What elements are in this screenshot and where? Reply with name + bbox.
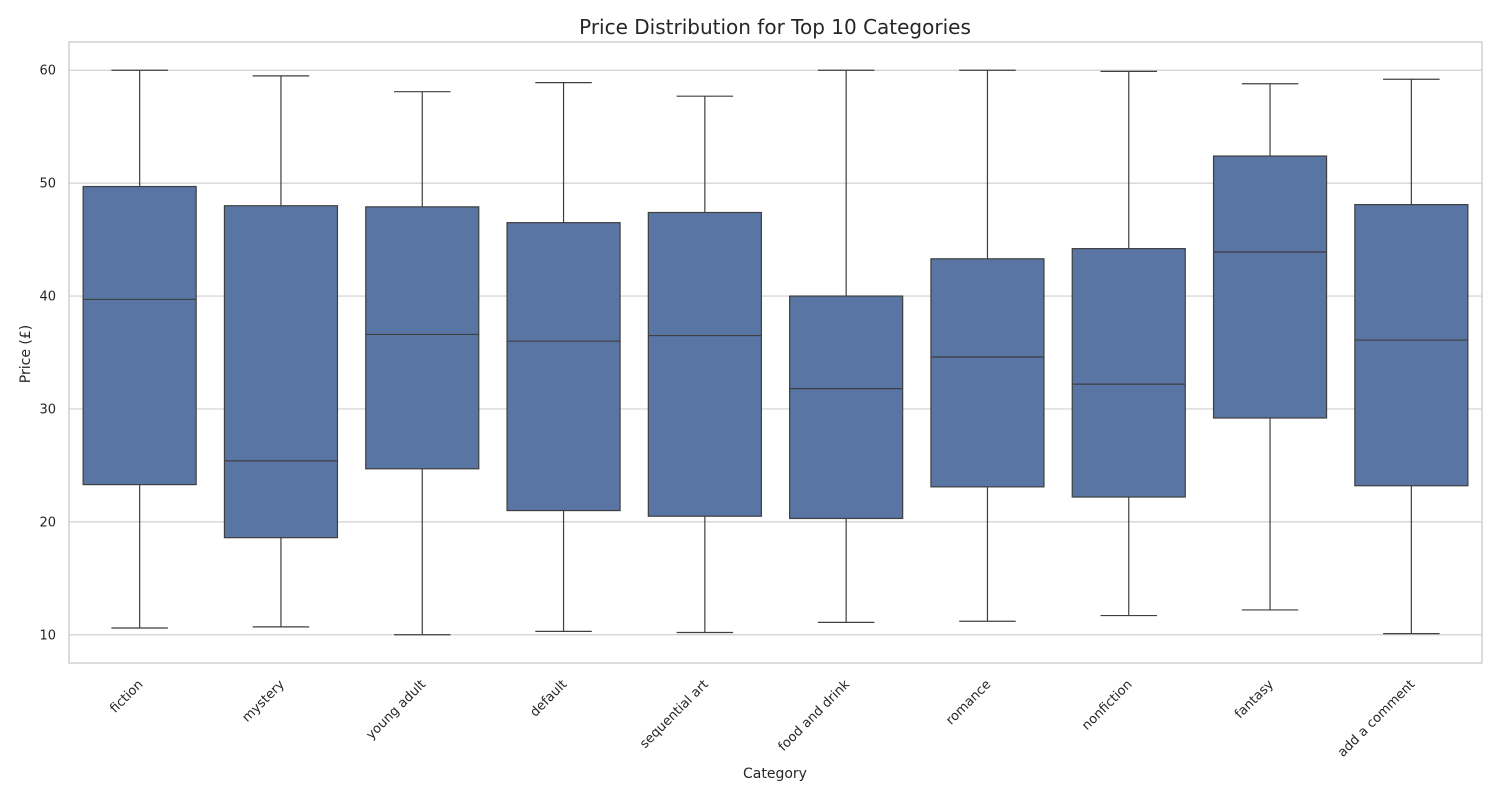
iqr-box [1212, 155, 1328, 419]
box-fiction [82, 69, 197, 629]
y-axis-label: Price (£) [18, 325, 34, 383]
box-fantasy [1212, 83, 1328, 611]
box-add-a-comment [1354, 78, 1469, 635]
x-tick-label: young adult [364, 677, 430, 743]
y-tick-label: 20 [39, 515, 56, 530]
box-nonfiction [1071, 70, 1186, 617]
iqr-box [223, 205, 339, 539]
iqr-box [1071, 248, 1186, 498]
iqr-box [930, 258, 1045, 488]
iqr-box [506, 222, 621, 512]
x-tick-label: add a comment [1335, 677, 1418, 760]
x-tick-label: romance [943, 677, 994, 728]
iqr-box [82, 185, 197, 486]
y-tick-label: 50 [39, 177, 56, 192]
box-sequential-art [647, 95, 762, 634]
box-food-and-drink [789, 69, 904, 623]
box-mystery [223, 75, 339, 628]
x-tick-label: food and drink [776, 677, 854, 755]
y-tick-label: 10 [39, 628, 56, 643]
y-tick-label: 60 [39, 64, 56, 79]
chart-title: Price Distribution for Top 10 Categories [579, 15, 971, 39]
y-tick-label: 40 [39, 290, 56, 305]
box-young-adult [365, 91, 480, 636]
x-tick-label: mystery [240, 677, 288, 725]
x-tick-label: fantasy [1232, 677, 1277, 722]
x-axis-label: Category [743, 766, 807, 782]
iqr-box [1354, 203, 1469, 487]
x-tick-label: fiction [107, 677, 146, 716]
iqr-box [647, 211, 762, 517]
box-romance [930, 69, 1045, 622]
y-tick-label: 30 [39, 402, 56, 417]
iqr-box [789, 295, 904, 520]
plot-frame [68, 41, 1483, 664]
x-tick-label: default [527, 677, 570, 720]
x-tick-label: sequential art [637, 677, 711, 751]
iqr-box [365, 206, 480, 470]
box-default [506, 82, 621, 632]
x-tick-label: nonfiction [1079, 677, 1135, 733]
